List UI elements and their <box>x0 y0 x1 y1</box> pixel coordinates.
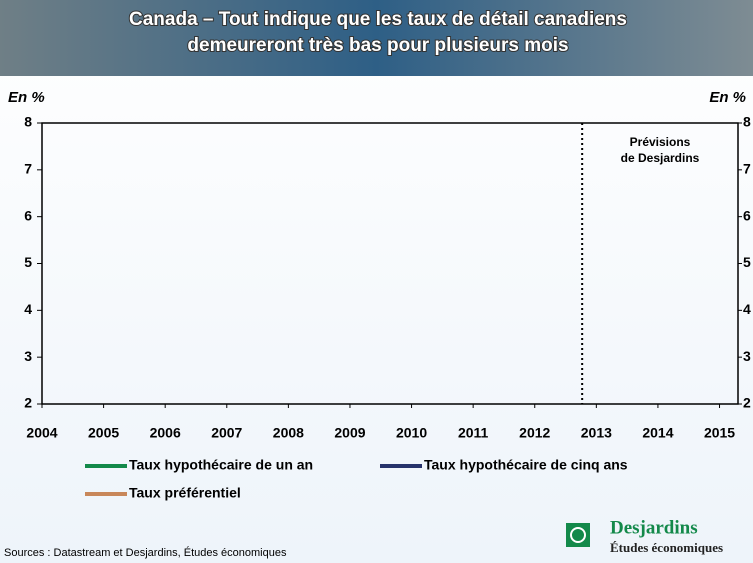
brand-sub: Études économiques <box>610 540 723 555</box>
annotation: Prévisions <box>630 135 691 149</box>
x-tick-label: 2004 <box>26 425 57 441</box>
legend-label: Taux hypothécaire de un an <box>129 457 313 473</box>
x-tick-label: 2011 <box>458 425 489 441</box>
y2-tick-label: 2 <box>743 395 751 411</box>
y-axis-label: En % <box>8 89 45 106</box>
x-tick-label: 2005 <box>88 425 119 441</box>
y2-tick-label: 3 <box>743 348 751 364</box>
x-tick-label: 2008 <box>273 425 304 441</box>
chart-title: Canada – Tout indique que les taux de dé… <box>129 9 627 30</box>
legend-label: Taux hypothécaire de cinq ans <box>424 457 628 473</box>
legend-label: Taux préférentiel <box>129 485 241 501</box>
x-tick-label: 2009 <box>334 425 365 441</box>
x-tick-label: 2013 <box>581 425 612 441</box>
y2-tick-label: 4 <box>743 301 751 317</box>
logo-icon <box>566 523 590 547</box>
y-tick-label: 7 <box>24 161 32 177</box>
x-tick-label: 2015 <box>704 425 735 441</box>
background <box>0 0 753 563</box>
chart: Canada – Tout indique que les taux de dé… <box>0 0 753 563</box>
y2-tick-label: 7 <box>743 161 751 177</box>
y-tick-label: 6 <box>24 207 32 223</box>
x-tick-label: 2014 <box>642 425 673 441</box>
x-tick-label: 2010 <box>396 425 427 441</box>
brand: Desjardins <box>610 517 698 538</box>
y-tick-label: 5 <box>24 254 32 270</box>
y-tick-label: 4 <box>24 301 32 317</box>
y-tick-label: 8 <box>24 114 32 130</box>
y-tick-label: 3 <box>24 348 32 364</box>
y2-tick-label: 5 <box>743 254 751 270</box>
y2-tick-label: 8 <box>743 114 751 130</box>
x-tick-label: 2012 <box>519 425 550 441</box>
y2-axis-label: En % <box>709 89 746 106</box>
x-tick-label: 2007 <box>211 425 242 441</box>
annotation: de Desjardins <box>621 151 700 165</box>
y-tick-label: 2 <box>24 395 32 411</box>
sources: Sources : Datastream et Desjardins, Étud… <box>4 546 287 559</box>
x-tick-label: 2006 <box>150 425 181 441</box>
chart-title: demeureront très bas pour plusieurs mois <box>187 35 568 56</box>
y2-tick-label: 6 <box>743 207 751 223</box>
